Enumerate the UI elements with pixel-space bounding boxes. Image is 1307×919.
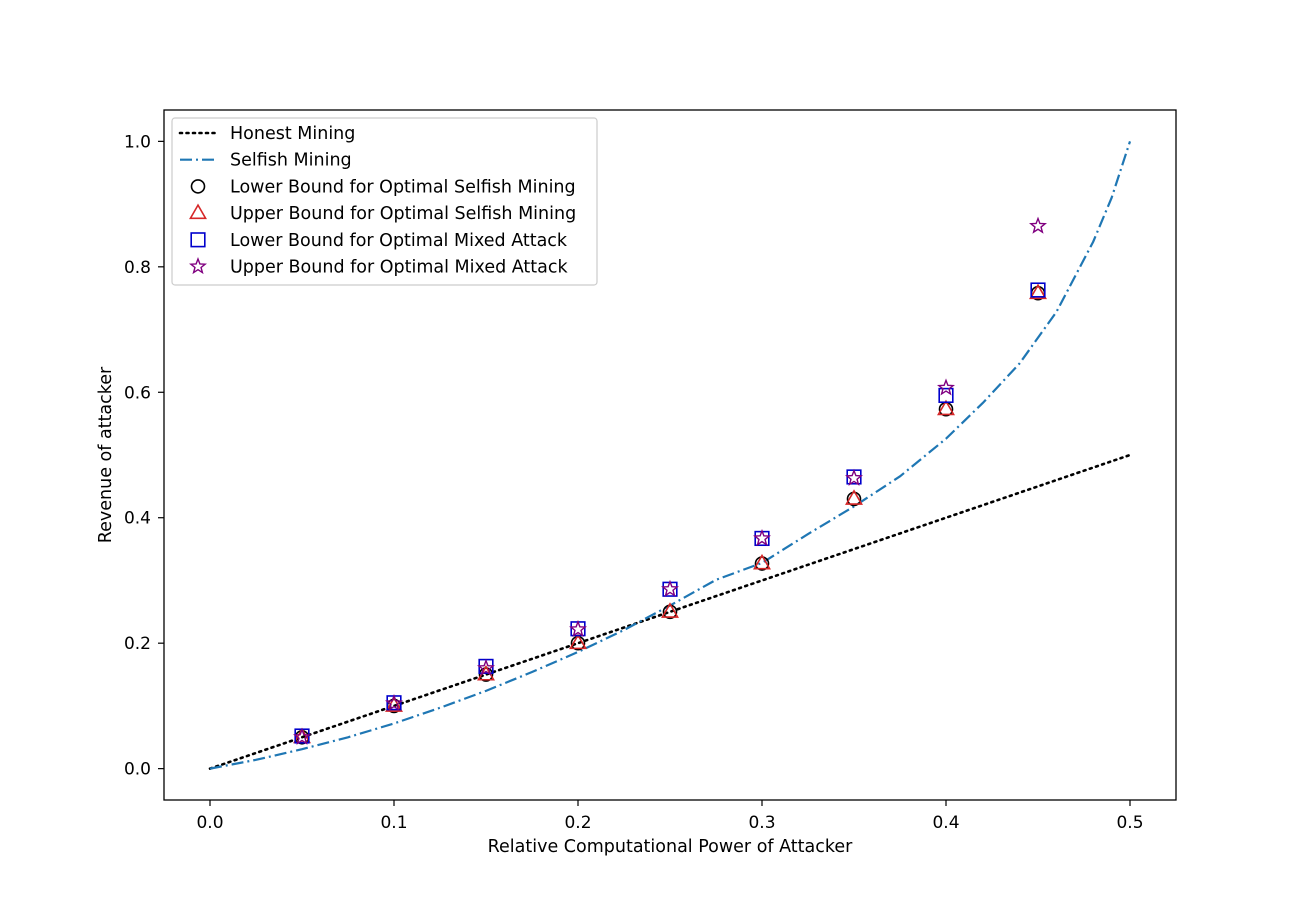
x-tick-label-2: 0.2 [564, 813, 591, 833]
y-tick-label-4: 0.8 [124, 258, 151, 278]
y-tick-label-5: 1.0 [124, 132, 151, 152]
y-tick-label-0: 0.0 [124, 760, 151, 780]
data-point-5-6 [845, 468, 863, 486]
series-line-0 [208, 453, 1132, 770]
legend-swatch-2 [190, 179, 206, 194]
legend-box [171, 117, 598, 286]
legend: Honest Mining Selfish Mining Lower Bound f… [171, 117, 598, 286]
data-point-5-5 [753, 528, 771, 547]
series-5 [293, 216, 1047, 745]
axes: 0.0 0.1 0.2 0.3 0.4 0.5 0.0 0.2 0.4 0.6 0.8 1.0 Rela… [96, 109, 1177, 857]
data-point-5-0 [293, 727, 311, 745]
legend-item-5: Upper Bound for Optimal Mixed Attack [189, 257, 568, 278]
y-tick-label-2: 0.4 [124, 509, 151, 529]
data-point-3-7 [937, 399, 955, 416]
x-tick-label-4: 0.4 [932, 813, 959, 833]
x-tick-label-1: 0.1 [380, 813, 407, 833]
legend-item-2: Lower Bound for Optimal Selfish Mining [190, 177, 576, 197]
series-line-1 [209, 141, 1132, 770]
legend-label-1: Selfish Mining [230, 151, 352, 171]
x-axis-label: Relative Computational Power of Attacker [488, 837, 853, 857]
data-point-3-6 [845, 489, 863, 505]
y-axis-label: Revenue of attacker [96, 366, 116, 543]
x-tick-label-3: 0.3 [748, 813, 775, 833]
data-point-4-7 [938, 387, 954, 404]
series-0 [208, 453, 1132, 770]
data-point-5-8 [1029, 216, 1047, 234]
legend-item-3: Upper Bound for Optimal Selfish Mining [189, 203, 576, 224]
x-tick-label-0: 0.0 [196, 813, 223, 833]
legend-swatch-5 [189, 257, 207, 275]
data-point-5-7 [937, 378, 955, 396]
data-point-3-4 [661, 602, 679, 618]
data-point-3-3 [569, 633, 587, 650]
legend-label-0: Honest Mining [230, 124, 355, 144]
legend-item-0: Honest Mining [178, 124, 355, 144]
data-point-4-8 [1030, 282, 1046, 298]
series-1 [209, 141, 1132, 770]
legend-label-4: Lower Bound for Optimal Mixed Attack [230, 231, 568, 251]
x-tick-label-5: 0.5 [1116, 813, 1143, 833]
legend-item-1: Selfish Mining [180, 151, 352, 171]
legend-label-3: Upper Bound for Optimal Selfish Mining [230, 204, 576, 224]
data-point-3-8 [1029, 283, 1047, 300]
plot-frame [163, 109, 1177, 801]
plot-area [208, 141, 1132, 770]
data-point-5-3 [569, 619, 587, 638]
data-point-5-2 [477, 658, 495, 676]
data-point-5-4 [661, 579, 679, 597]
legend-label-5: Upper Bound for Optimal Mixed Attack [230, 258, 568, 278]
legend-label-2: Lower Bound for Optimal Selfish Mining [230, 177, 576, 197]
data-point-5-1 [385, 693, 403, 712]
y-tick-label-3: 0.6 [124, 383, 151, 403]
legend-swatch-3 [189, 203, 207, 220]
legend-item-4: Lower Bound for Optimal Mixed Attack [190, 231, 568, 251]
data-point-3-5 [753, 553, 771, 570]
legend-swatch-4 [190, 232, 206, 248]
y-tick-label-1: 0.2 [124, 634, 151, 654]
